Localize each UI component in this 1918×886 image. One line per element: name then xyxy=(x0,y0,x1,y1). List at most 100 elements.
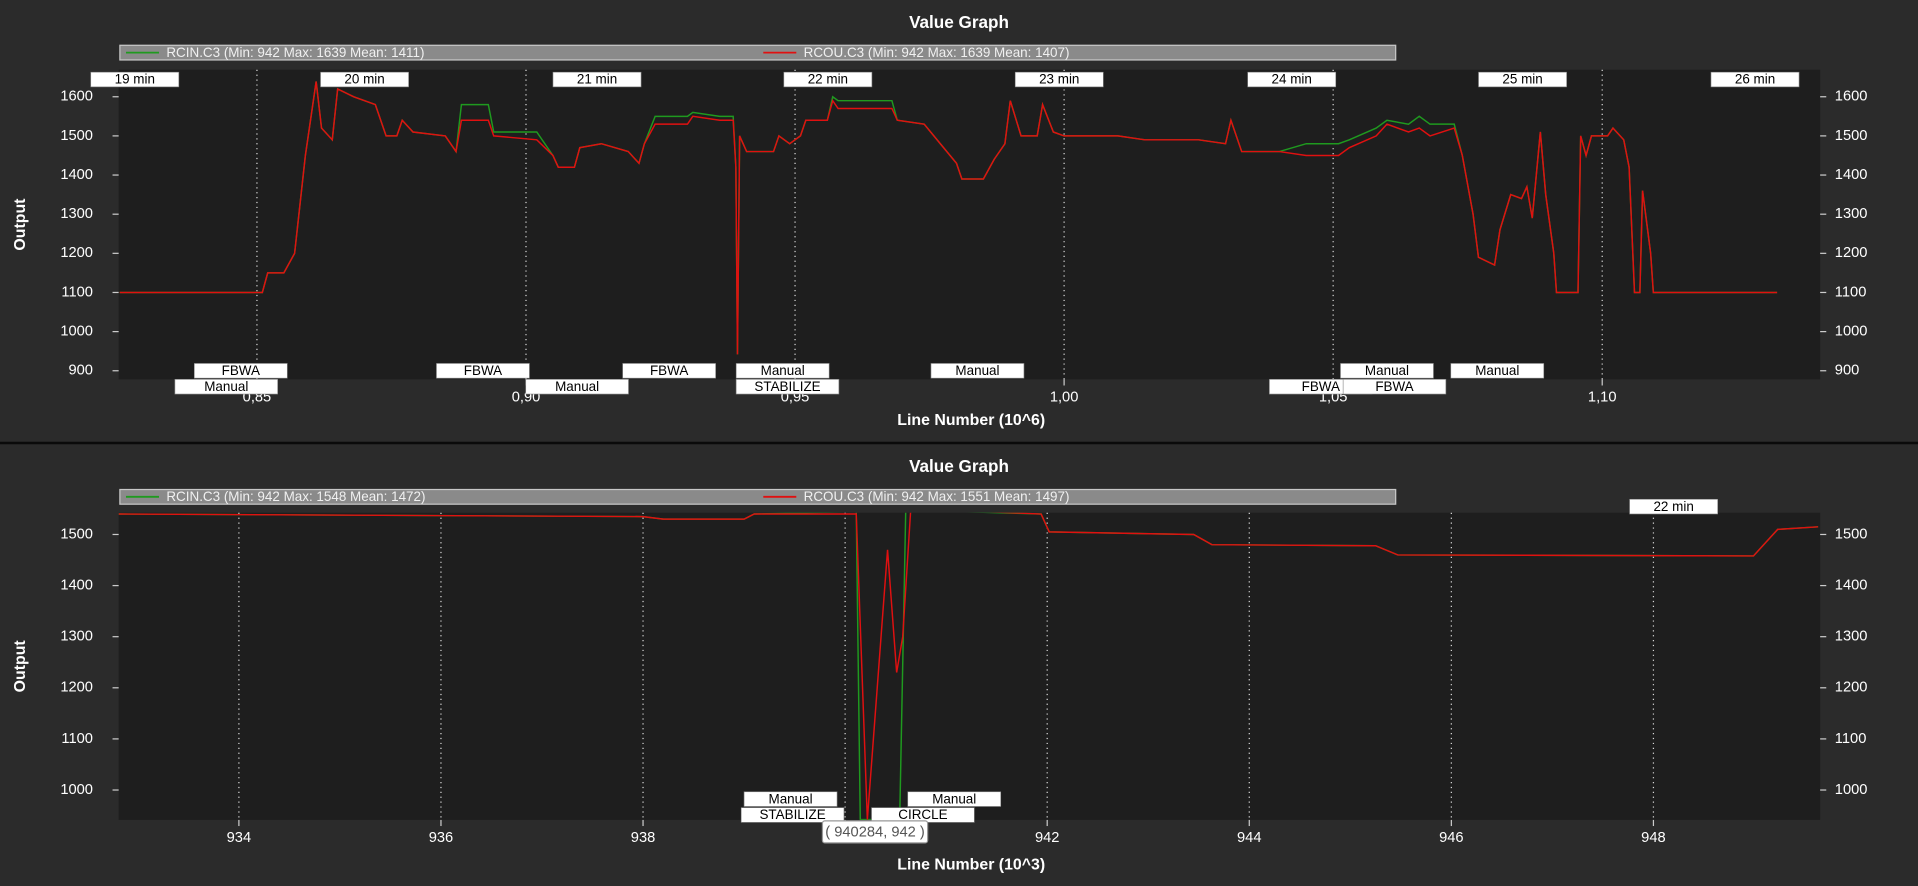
annotation-box xyxy=(735,363,830,379)
y-tick-label: 1500 xyxy=(60,526,93,542)
annotation-box xyxy=(194,363,288,379)
y-tick-label: 1400 xyxy=(1835,167,1868,183)
y-tick-label: 1000 xyxy=(60,782,93,798)
annotation-box xyxy=(1340,363,1434,379)
annotation-label: STABILIZE xyxy=(759,807,825,822)
y-tick-label: 1200 xyxy=(1835,245,1868,261)
annotation-label: 23 min xyxy=(1039,72,1079,87)
y-tick-label: 1200 xyxy=(1835,680,1868,696)
annotation-box xyxy=(1478,71,1567,88)
annotation-box xyxy=(622,363,716,379)
annotation-label: 22 min xyxy=(1653,499,1693,514)
y-tick-label: 1400 xyxy=(60,577,93,593)
annotation-box xyxy=(1710,71,1800,88)
y-tick-label: 1400 xyxy=(60,167,93,183)
x-tick-label: 942 xyxy=(1035,830,1059,846)
series-line xyxy=(119,81,1778,355)
x-tick-label: 936 xyxy=(429,830,453,846)
annotation-label: Manual xyxy=(932,791,976,806)
y-tick-label: 1400 xyxy=(1835,577,1868,593)
annotation-label: 19 min xyxy=(115,72,155,87)
y-tick-label: 1000 xyxy=(60,323,93,339)
chart-title: Value Graph xyxy=(909,457,1009,476)
annotation-label: FBWA xyxy=(1302,379,1340,394)
x-tick-label: 934 xyxy=(227,830,251,846)
y-tick-label: 1600 xyxy=(60,89,93,105)
annotation-label: 22 min xyxy=(808,72,848,87)
x-tick-label: 948 xyxy=(1641,830,1665,846)
annotation-label: STABILIZE xyxy=(754,379,820,394)
annotation-box xyxy=(930,363,1025,379)
y-axis-label: Output xyxy=(12,198,29,251)
annotation-box xyxy=(525,379,629,395)
y-tick-label: 1300 xyxy=(1835,629,1868,645)
annotation-box xyxy=(1342,379,1447,395)
y-tick-label: 1300 xyxy=(60,206,93,222)
chart-title: Value Graph xyxy=(909,13,1009,32)
y-tick-label: 1500 xyxy=(1835,128,1868,144)
y-tick-label: 1100 xyxy=(61,731,93,747)
annotation-label: Manual xyxy=(204,379,248,394)
legend-label: RCIN.C3 (Min: 942 Max: 1639 Mean: 1411) xyxy=(166,45,424,60)
tooltip-box xyxy=(821,820,929,844)
y-tick-label: 1500 xyxy=(60,128,93,144)
y-tick-label: 1600 xyxy=(1835,89,1868,105)
legend-box xyxy=(119,44,1397,61)
legend-label: RCOU.C3 (Min: 942 Max: 1551 Mean: 1497) xyxy=(804,489,1070,504)
y-tick-label: 900 xyxy=(1835,363,1859,379)
annotation-box xyxy=(1014,71,1104,88)
annotation-box xyxy=(320,71,409,88)
annotation-box xyxy=(743,791,838,807)
x-axis-label: Line Number (10^6) xyxy=(897,412,1045,429)
y-tick-label: 1000 xyxy=(1835,323,1868,339)
y-tick-label: 900 xyxy=(68,363,92,379)
annotation-label: Manual xyxy=(555,379,599,394)
y-tick-label: 1200 xyxy=(60,245,93,261)
annotation-box xyxy=(1247,71,1337,88)
annotation-box xyxy=(90,71,180,88)
legend-label: RCOU.C3 (Min: 942 Max: 1639 Mean: 1407) xyxy=(804,45,1070,60)
y-tick-label: 1100 xyxy=(61,284,93,300)
x-tick-label: 946 xyxy=(1439,830,1463,846)
legend-box xyxy=(119,488,1397,505)
annotation-box xyxy=(735,379,840,395)
y-tick-label: 1300 xyxy=(1835,206,1868,222)
annotation-label: Manual xyxy=(1365,363,1409,378)
y-tick-label: 1500 xyxy=(1835,526,1868,542)
annotation-label: 26 min xyxy=(1735,72,1775,87)
annotation-box xyxy=(740,807,845,823)
annotation-label: 24 min xyxy=(1272,72,1312,87)
annotation-box xyxy=(783,71,873,88)
annotation-label: 25 min xyxy=(1502,72,1542,87)
annotation-label: Manual xyxy=(955,363,999,378)
annotation-label: FBWA xyxy=(1375,379,1413,394)
y-tick-label: 1200 xyxy=(60,680,93,696)
y-tick-label: 1100 xyxy=(1835,284,1867,300)
x-tick-label: 1,10 xyxy=(1588,390,1617,406)
annotation-box xyxy=(552,71,642,88)
legend-label: RCIN.C3 (Min: 942 Max: 1548 Mean: 1472) xyxy=(166,489,425,504)
annotation-label: Manual xyxy=(769,791,813,806)
annotation-label: Manual xyxy=(1475,363,1519,378)
x-tick-label: 944 xyxy=(1237,830,1261,846)
annotation-box xyxy=(1450,363,1545,379)
y-tick-label: 1300 xyxy=(60,629,93,645)
plot-area xyxy=(118,69,1821,380)
annotation-box xyxy=(436,363,530,379)
annotation-box xyxy=(907,791,1002,807)
x-tick-label: 938 xyxy=(631,830,655,846)
series-line xyxy=(118,512,1819,820)
annotation-label: 20 min xyxy=(344,72,384,87)
plot-area xyxy=(118,512,1821,820)
annotation-label: 21 min xyxy=(577,72,617,87)
annotation-label: FBWA xyxy=(464,363,502,378)
annotation-label: CIRCLE xyxy=(898,807,947,822)
y-tick-label: 1100 xyxy=(1835,731,1867,747)
tooltip-text: ( 940284, 942 ) xyxy=(825,824,924,840)
annotation-box xyxy=(174,379,278,395)
annotation-box xyxy=(1629,498,1718,515)
annotation-label: Manual xyxy=(761,363,805,378)
x-axis-label: Line Number (10^3) xyxy=(897,856,1045,873)
